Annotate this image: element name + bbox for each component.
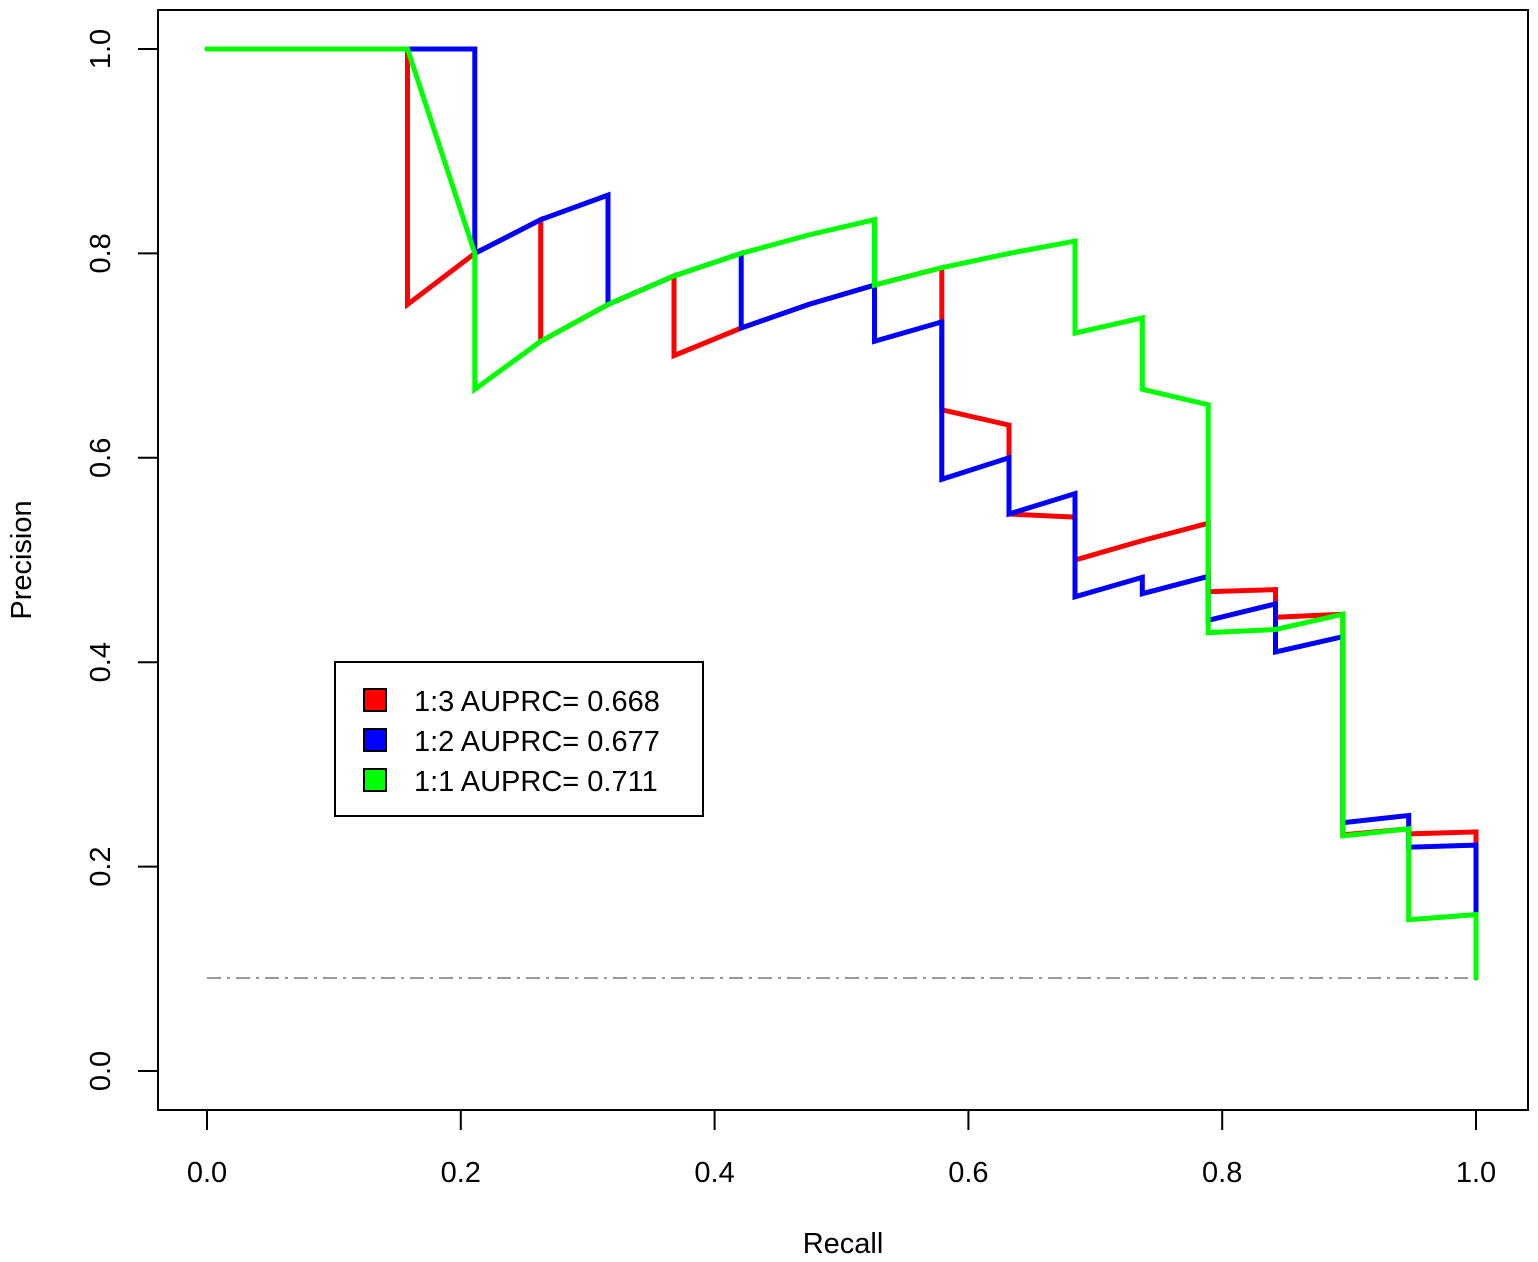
y-tick-label: 0.8 (85, 233, 117, 273)
legend-swatch-1 (364, 689, 386, 711)
x-tick-label: 0.6 (948, 1157, 988, 1189)
y-tick-label: 0.6 (85, 438, 117, 478)
legend-swatch-2 (364, 729, 386, 751)
legend-label-2: 1:2 AUPRC= 0.677 (414, 726, 660, 758)
series-line-2 (207, 49, 1476, 978)
plot-frame (158, 10, 1528, 1110)
legend-swatch-3 (364, 769, 386, 791)
x-tick-label: 1.0 (1456, 1157, 1496, 1189)
series-line-3 (207, 49, 1476, 978)
series-layer (207, 49, 1476, 978)
x-tick-label: 0.4 (694, 1157, 734, 1189)
y-axis-title: Precision (6, 500, 38, 619)
x-tick-label: 0.2 (441, 1157, 481, 1189)
y-axis: 0.0 0.2 0.4 0.6 0.8 1.0 (85, 29, 158, 1091)
x-tick-label: 0.8 (1202, 1157, 1242, 1189)
legend: 1:3 AUPRC= 0.668 1:2 AUPRC= 0.677 1:1 AU… (335, 662, 703, 816)
series-line-1 (207, 49, 1476, 978)
y-tick-label: 0.2 (85, 846, 117, 886)
y-tick-label: 1.0 (85, 29, 117, 69)
x-tick-label: 0.0 (187, 1157, 227, 1189)
y-tick-label: 0.0 (85, 1051, 117, 1091)
x-axis: 0.0 0.2 0.4 0.6 0.8 1.0 (187, 1110, 1496, 1189)
y-tick-label: 0.4 (85, 642, 117, 682)
legend-label-3: 1:1 AUPRC= 0.711 (414, 766, 658, 798)
x-axis-title: Recall (803, 1228, 884, 1260)
legend-label-1: 1:3 AUPRC= 0.668 (414, 686, 660, 718)
